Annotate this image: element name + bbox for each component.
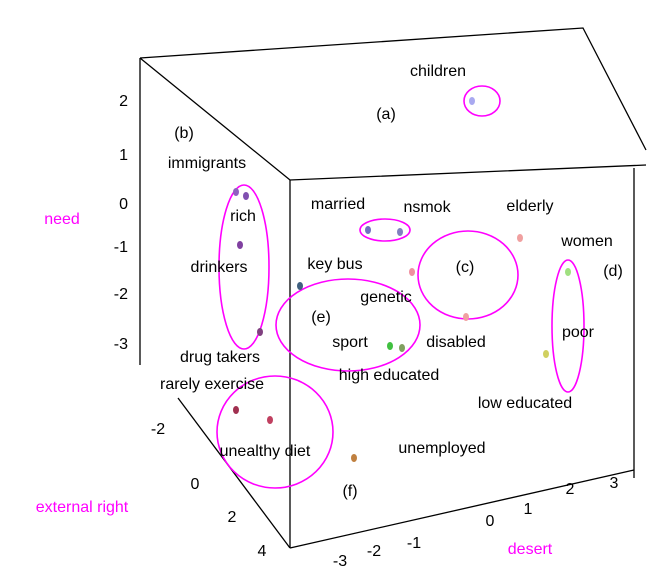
box-edge	[289, 469, 635, 549]
label: 4	[258, 543, 267, 560]
label: rich	[230, 208, 256, 225]
label: 1	[524, 501, 533, 518]
label: -2	[114, 286, 128, 303]
group-ring	[359, 218, 411, 242]
label: rarely exercise	[160, 376, 264, 393]
point	[399, 344, 405, 352]
label: -3	[333, 553, 347, 570]
label: 2	[566, 481, 575, 498]
label: immigrants	[168, 155, 246, 172]
label: unemployed	[398, 440, 485, 457]
label: -2	[367, 543, 381, 560]
label: children	[410, 63, 466, 80]
label: low educated	[478, 395, 572, 412]
label: -3	[114, 336, 128, 353]
label: 1	[119, 147, 128, 164]
label: women	[560, 233, 613, 250]
label: (d)	[603, 263, 623, 280]
label: disabled	[426, 334, 486, 351]
label: (e)	[311, 309, 331, 326]
box-edge	[177, 397, 291, 549]
group-ring	[275, 278, 421, 372]
group-ring	[551, 259, 585, 393]
label: sport	[332, 334, 368, 351]
label: -2	[151, 421, 165, 438]
point	[387, 342, 393, 350]
label: elderly	[506, 198, 553, 215]
point	[233, 188, 239, 196]
label: (f)	[342, 483, 357, 500]
label: poor	[562, 324, 595, 341]
point	[409, 268, 415, 276]
point	[237, 241, 243, 249]
label: need	[44, 211, 80, 228]
label: 0	[486, 513, 495, 530]
points	[233, 97, 571, 462]
group-ring	[218, 184, 270, 350]
label: drug takers	[180, 349, 260, 366]
label: (a)	[376, 106, 396, 123]
label: high educated	[339, 367, 440, 384]
point	[267, 416, 273, 424]
label: (c)	[456, 259, 475, 276]
point	[565, 268, 571, 276]
label: drinkers	[191, 259, 248, 276]
label: 0	[119, 196, 128, 213]
label: -1	[114, 239, 128, 256]
label: genetic	[360, 289, 412, 306]
point	[397, 228, 403, 236]
point	[233, 406, 239, 414]
group-ring	[216, 375, 334, 489]
point	[517, 234, 523, 242]
groups	[216, 85, 585, 489]
label: 2	[228, 509, 237, 526]
box-edge	[139, 27, 647, 151]
label: 0	[191, 476, 200, 493]
label: -1	[407, 535, 421, 552]
label: married	[311, 196, 365, 213]
box	[139, 27, 647, 549]
label: external right	[36, 499, 129, 516]
label: nsmok	[403, 199, 451, 216]
point	[297, 282, 303, 290]
label: (b)	[174, 125, 194, 142]
point	[243, 192, 249, 200]
label: key bus	[307, 256, 362, 273]
label: 2	[119, 93, 128, 110]
point	[365, 226, 371, 234]
labels: need external right desert 2 1 0 -1 -2 -3 -2 0 2 4 -3…	[36, 63, 623, 570]
point	[543, 350, 549, 358]
label: 3	[610, 475, 619, 492]
point	[257, 328, 263, 336]
point	[463, 313, 469, 321]
group-ring	[463, 85, 501, 117]
label: desert	[508, 541, 553, 558]
label: unealthy diet	[220, 443, 311, 460]
point	[469, 97, 475, 105]
point	[351, 454, 357, 462]
